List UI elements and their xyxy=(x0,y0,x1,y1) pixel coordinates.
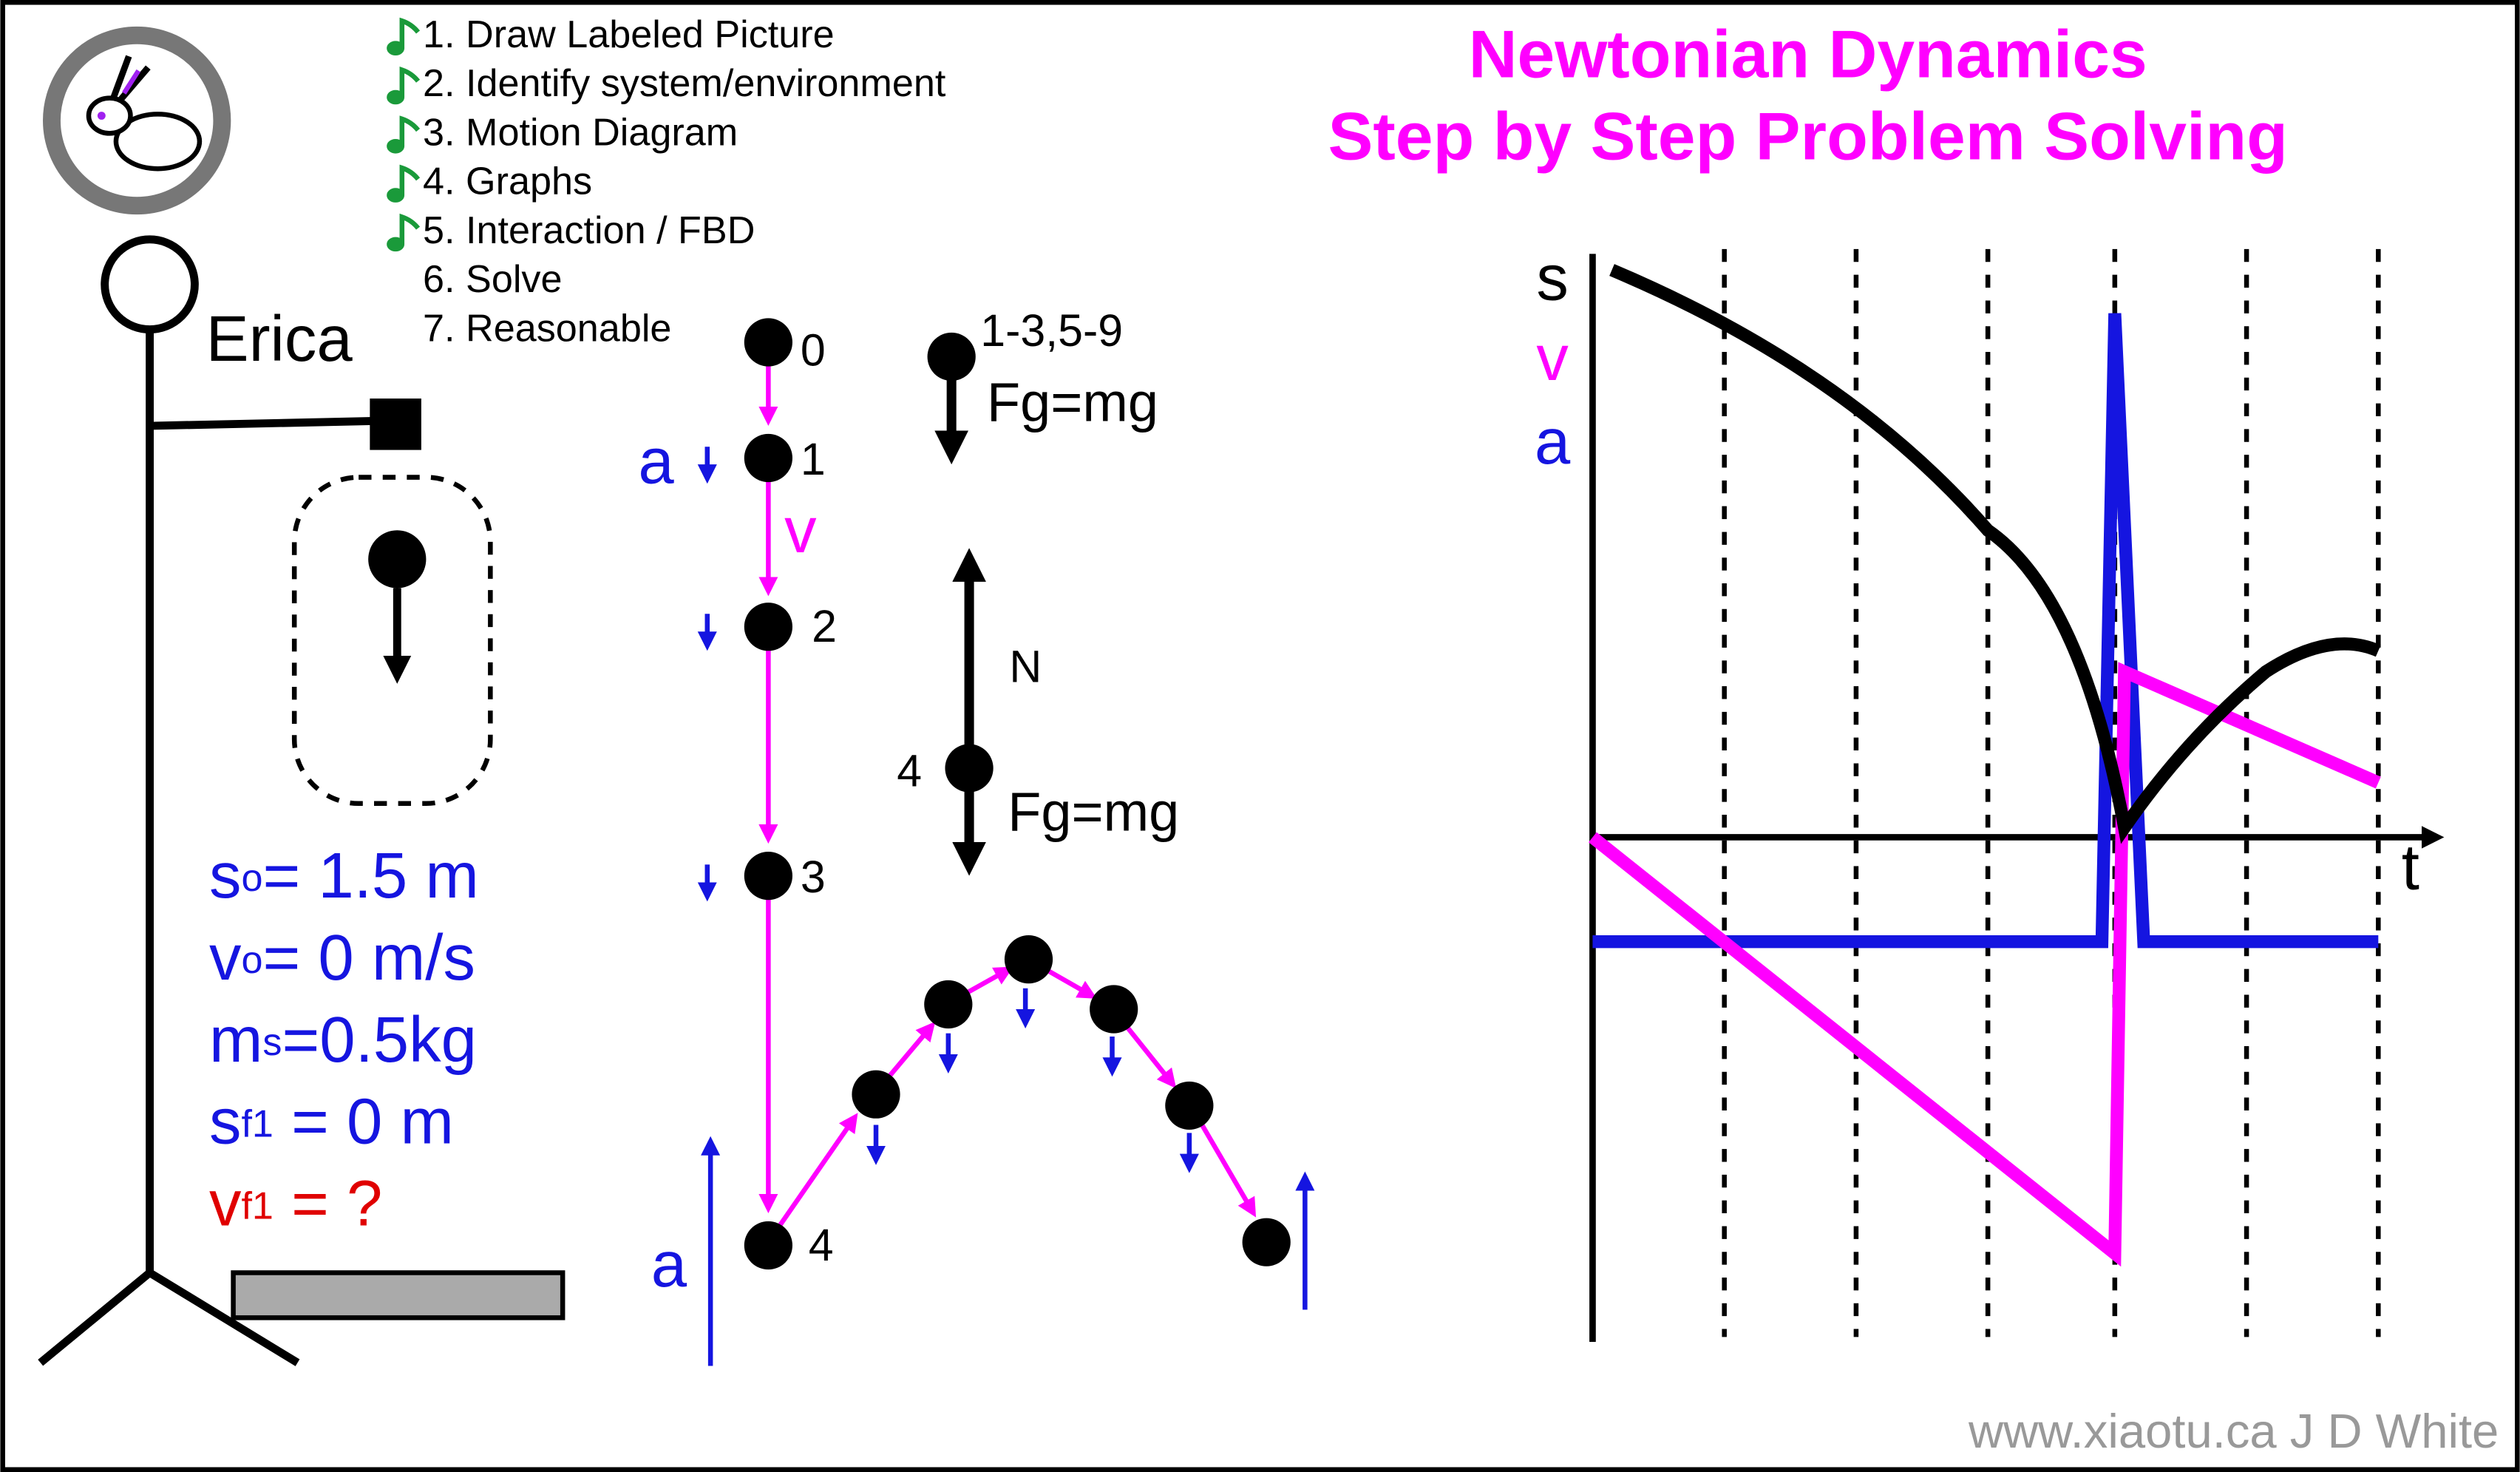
motion-diagram xyxy=(697,318,1315,1366)
done-note xyxy=(387,17,421,55)
positions xyxy=(744,318,1291,1270)
graph-label: t xyxy=(2402,832,2419,903)
given-value: = 1.5 m xyxy=(262,840,478,912)
force-label: Fg=mg xyxy=(987,371,1158,433)
given-subscript: f1 xyxy=(241,1184,274,1227)
given-symbol: m xyxy=(209,1004,262,1076)
note-stem xyxy=(399,213,421,245)
given-value: = 0 m xyxy=(274,1086,454,1158)
given: ms=0.5kg xyxy=(209,1004,477,1076)
note-stem xyxy=(399,17,421,49)
note-stem xyxy=(399,164,421,196)
logo xyxy=(43,26,231,215)
force-label: N xyxy=(1009,641,1042,691)
done-note xyxy=(387,115,421,154)
stick-figure xyxy=(38,235,373,1366)
step: 3. Motion Diagram xyxy=(423,111,738,154)
step: 6. Solve xyxy=(423,258,562,301)
given: so= 1.5 m xyxy=(209,840,479,912)
velocity-arrows xyxy=(758,350,1257,1239)
person-name: Erica xyxy=(206,303,353,375)
given-value: =0.5kg xyxy=(282,1004,476,1076)
position-label: 1 xyxy=(801,434,826,484)
step: 2. Identify system/environment xyxy=(423,62,946,105)
force-label: Fg=mg xyxy=(1008,781,1179,843)
fbd-label: 1-3,5-9 xyxy=(980,305,1123,356)
floor-block xyxy=(231,1270,566,1320)
step: 5. Interaction / FBD xyxy=(423,209,755,252)
done-note xyxy=(387,67,421,105)
title: Newtonian Dynamics xyxy=(1469,17,2147,92)
given: sf1 = 0 m xyxy=(209,1086,454,1158)
title: Step by Step Problem Solving xyxy=(1328,98,2287,174)
graph-label: s xyxy=(1536,242,1568,314)
graph-label: a xyxy=(1535,406,1571,478)
given-subscript: o xyxy=(241,857,262,900)
footer: www.xiaotu.ca J D White xyxy=(1968,1404,2499,1458)
position-label: 3 xyxy=(801,852,826,902)
given-value: = 0 m/s xyxy=(262,922,475,994)
given-symbol: v xyxy=(209,1168,242,1240)
done-note xyxy=(387,213,421,252)
given: vf1 = ? xyxy=(209,1168,382,1240)
system-boundary xyxy=(291,475,493,807)
note-stem xyxy=(399,67,421,98)
position-label: 0 xyxy=(801,325,826,375)
accel-label: a xyxy=(638,425,674,497)
accel-label: a xyxy=(651,1229,687,1300)
given-symbol: v xyxy=(209,922,242,994)
step: 7. Reasonable xyxy=(423,308,671,350)
held-object xyxy=(370,398,421,450)
given-subscript: f1 xyxy=(241,1102,274,1145)
position-label: 2 xyxy=(812,601,837,651)
done-note xyxy=(387,164,421,203)
given-value: = ? xyxy=(274,1168,382,1240)
given: vo= 0 m/s xyxy=(209,922,475,994)
position-label: 4 xyxy=(809,1220,834,1270)
fbd xyxy=(927,332,994,876)
velocity-label: v xyxy=(784,495,817,566)
given-symbol: s xyxy=(209,1086,241,1158)
ball xyxy=(368,530,427,589)
step: 1. Draw Labeled Picture xyxy=(423,13,835,56)
given-subscript: s xyxy=(262,1021,282,1064)
steps: 1. Draw Labeled Picture 2. Identify syste… xyxy=(387,13,946,350)
fbd-label: 4 xyxy=(897,746,922,796)
note-stem xyxy=(399,115,421,146)
given-symbol: s xyxy=(209,840,241,912)
accel-arrows xyxy=(697,447,1315,1366)
graph xyxy=(1589,248,2445,1342)
given-subscript: o xyxy=(241,939,262,982)
step: 4. Graphs xyxy=(423,160,592,203)
graph-label: v xyxy=(1536,322,1569,394)
